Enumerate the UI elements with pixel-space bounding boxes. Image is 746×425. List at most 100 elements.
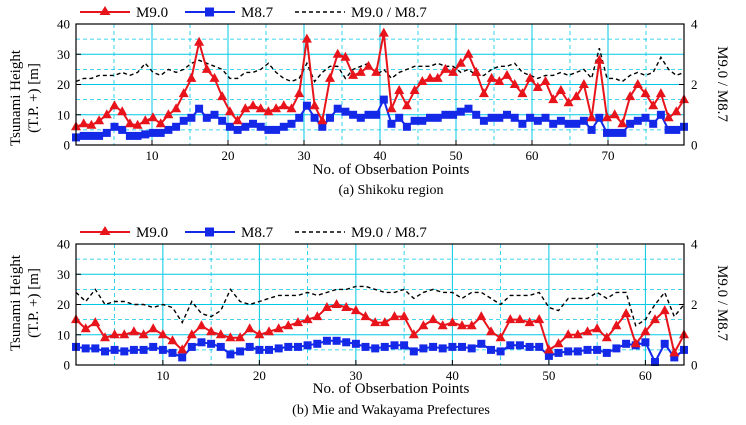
m87-point [477, 339, 486, 348]
m87-point [595, 113, 604, 122]
m90-point [586, 112, 597, 122]
m90-point [621, 308, 632, 318]
x-tick-label: 60 [526, 148, 539, 163]
m87-point [526, 113, 535, 122]
m87-point [670, 353, 679, 362]
m87-point [602, 348, 611, 357]
m90-point [379, 317, 390, 327]
series-m87 [72, 95, 688, 142]
legend-label-ratio: M9.0 / M8.7 [351, 5, 427, 21]
m87-point [284, 342, 293, 351]
m87-point [187, 113, 196, 122]
m87-point [429, 342, 438, 351]
m87-point [81, 344, 90, 353]
m87-point [310, 113, 319, 122]
m90-point [264, 326, 274, 336]
m87-point [195, 104, 204, 113]
m90-point [592, 323, 603, 333]
m90-point [254, 329, 265, 339]
m87-point [556, 116, 565, 125]
m90-point [532, 82, 543, 91]
m87-point [110, 345, 119, 354]
m87-point [326, 113, 334, 122]
m90-point [540, 76, 551, 85]
m90-point [255, 103, 266, 113]
m90-point [224, 106, 235, 116]
m90-point [401, 100, 412, 110]
y-tick-label: 40 [57, 17, 70, 32]
m90-point [572, 329, 583, 339]
chart-caption: (b) Mie and Wakayama Prefectures [292, 403, 490, 418]
m90-point [94, 115, 105, 125]
y-tick-label: 10 [57, 107, 70, 122]
m90-point [138, 329, 149, 339]
legend-marker-m87 [205, 7, 214, 17]
m90-point [548, 94, 559, 104]
y-axis-title-line1: Tsunami Height [8, 254, 24, 351]
y2-tick-label: 2 [691, 297, 698, 312]
m90-point [386, 103, 397, 113]
m90-point [331, 299, 342, 308]
m87-point [573, 347, 582, 356]
m90-point [235, 332, 246, 342]
m90-point [355, 66, 366, 76]
m87-point [664, 125, 673, 134]
m87-point [649, 119, 658, 128]
m87-point [265, 345, 273, 354]
m87-point [236, 347, 245, 356]
series-m87 [72, 336, 688, 366]
m87-point [133, 131, 142, 140]
y2-tick-label: 0 [691, 138, 698, 153]
m87-point [164, 125, 173, 134]
m90-point [341, 302, 352, 311]
m87-point [510, 113, 519, 122]
m87-point [449, 110, 458, 119]
m87-point [544, 351, 553, 360]
m90-point [163, 109, 174, 119]
m87-point [515, 341, 524, 350]
m90-point [448, 66, 459, 76]
m87-point [456, 107, 465, 116]
y2-tick-label: 4 [691, 237, 698, 252]
m87-point [533, 116, 542, 125]
x-tick-label: 40 [446, 368, 459, 383]
m90-point [363, 60, 374, 70]
m87-point [172, 122, 181, 131]
m90-point [132, 119, 143, 129]
m87-point [579, 116, 588, 125]
m87-point [351, 339, 360, 348]
m90-point [294, 88, 305, 98]
legend: M9.0 M8.7 M9.0 / M8.7 [80, 225, 427, 241]
x-tick-label: 70 [602, 148, 615, 163]
m90-point [209, 72, 220, 82]
m87-point [622, 339, 631, 348]
m90-point [244, 323, 255, 333]
m87-point [410, 116, 419, 125]
m87-point [419, 344, 428, 353]
series-m90 [71, 299, 689, 357]
m87-point [372, 110, 381, 119]
m87-point [120, 347, 129, 356]
x-tick-label: 40 [374, 148, 387, 163]
m90-point [553, 338, 564, 348]
m90-point [457, 320, 467, 330]
legend-label-ratio: M9.0 / M8.7 [351, 225, 427, 241]
m87-point [612, 344, 621, 353]
m90-point [659, 305, 670, 315]
y-tick-label: 0 [64, 138, 71, 153]
m87-point [118, 125, 127, 134]
m90-point [232, 115, 243, 125]
m90-point [167, 335, 178, 345]
m90-point [317, 115, 328, 125]
m87-point [603, 128, 611, 137]
m87-point [158, 345, 167, 354]
m90-point [408, 329, 419, 339]
x-tick-label: 50 [450, 148, 463, 163]
m90-point [119, 329, 130, 339]
m90-point [271, 103, 282, 113]
x-tick-label: 10 [156, 368, 169, 383]
m87-point [554, 348, 563, 357]
m87-point [197, 338, 206, 347]
m90-point [428, 314, 439, 324]
